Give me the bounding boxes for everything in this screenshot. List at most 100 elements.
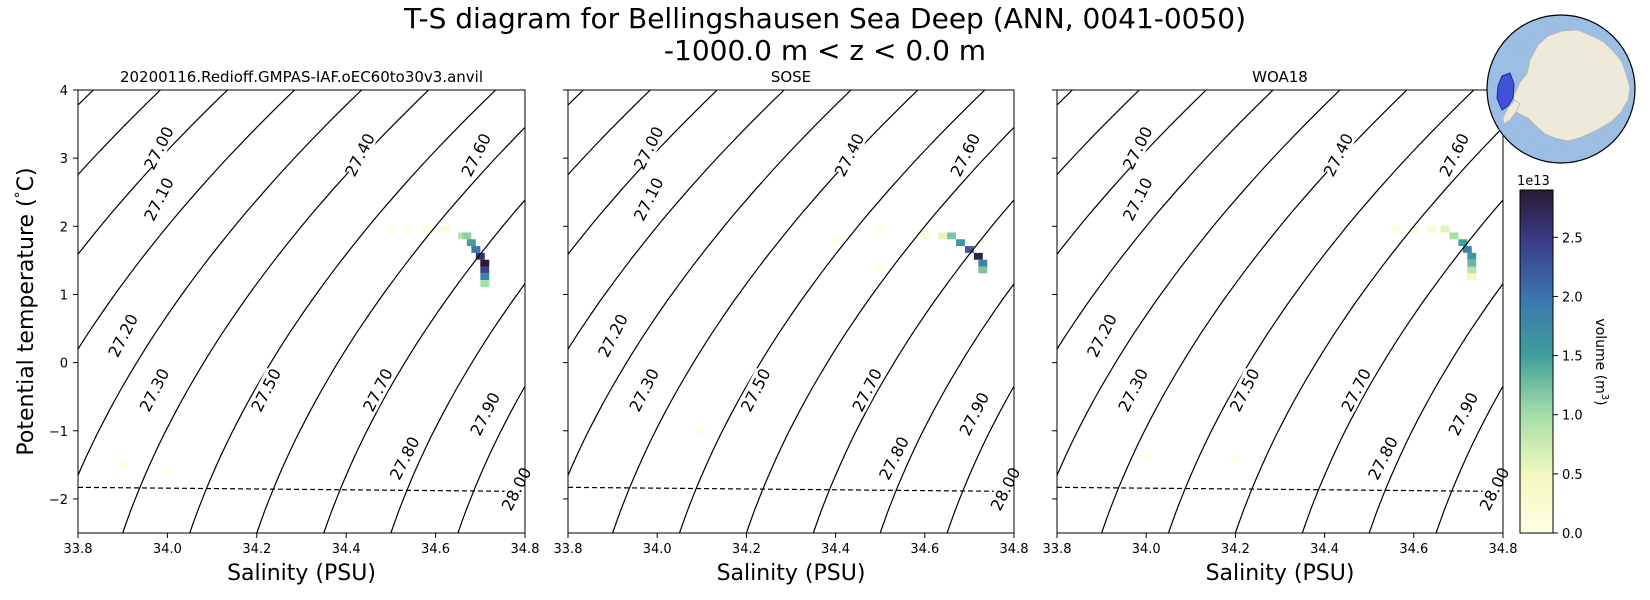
volume-bin <box>440 225 450 233</box>
x-tick-label: 34.0 <box>643 542 672 557</box>
volume-bin <box>978 266 988 274</box>
colorbar-tick-label: 2.5 <box>1562 231 1583 246</box>
isopycnal-line <box>568 90 785 351</box>
isopycnal-line <box>457 385 525 533</box>
volume-bin <box>1230 454 1240 462</box>
volume-histogram <box>118 225 490 476</box>
freezing-line <box>1056 486 1504 493</box>
isopycnal-line <box>1234 126 1503 533</box>
y-tick-label: 0 <box>60 357 68 372</box>
contour-label: 27.00 <box>1119 123 1157 172</box>
x-axis-label: Salinity (PSU) <box>227 561 376 586</box>
x-tick-label: 34.0 <box>1132 542 1161 557</box>
volume-bin <box>1440 225 1450 233</box>
antarctica-landmass <box>1511 29 1631 142</box>
isopycnal-line <box>1301 199 1503 533</box>
contour-label: 27.10 <box>1119 175 1157 224</box>
volume-bin <box>422 225 432 233</box>
x-tick-label: 34.6 <box>421 542 450 557</box>
y-tick-label: −2 <box>49 493 68 508</box>
volume-bin <box>480 259 490 267</box>
antarctic-peninsula <box>1502 99 1521 125</box>
contour-label: 27.90 <box>955 389 993 438</box>
isopycnal-line <box>1057 90 1140 176</box>
region-map-inset <box>1486 14 1636 164</box>
colorbar-tick-label: 0.5 <box>1562 468 1583 483</box>
isopycnal-line <box>122 90 430 533</box>
contour-label: 27.10 <box>140 175 178 224</box>
contour-label: 27.20 <box>594 311 632 360</box>
figure-subtitle: -1000.0 m < z < 0.0 m <box>663 34 987 67</box>
contour-label: 27.70 <box>848 365 886 414</box>
isopycnal-line <box>390 282 525 533</box>
density-contours <box>568 90 1014 533</box>
contour-label: 27.20 <box>1083 311 1121 360</box>
contour-label: 27.40 <box>341 130 379 179</box>
contour-label: 27.10 <box>630 175 668 224</box>
y-tick-label: −1 <box>49 425 68 440</box>
x-tick-label: 34.8 <box>1000 542 1029 557</box>
volume-bin <box>404 225 414 233</box>
contour-label: 27.80 <box>875 434 913 483</box>
y-tick-label: 3 <box>60 152 68 167</box>
isopycnal-line <box>323 199 525 533</box>
volume-bin <box>471 246 481 253</box>
contour-label: 27.30 <box>1114 365 1152 414</box>
volume-bin <box>1467 273 1477 281</box>
panel-title: 20200116.Redioff.GMPAS-IAF.oEC60to30v3.a… <box>120 68 483 86</box>
isopycnal-line <box>812 199 1014 533</box>
volume-bin <box>831 236 841 244</box>
volume-bin <box>973 252 983 260</box>
contour-label: 27.40 <box>831 130 869 179</box>
isopycnal-line <box>879 282 1014 533</box>
x-tick-label: 33.8 <box>1043 542 1072 557</box>
contour-label: 27.60 <box>946 130 984 179</box>
colorbar-exponent: 1e13 <box>1517 174 1550 189</box>
volume-bin <box>462 232 472 240</box>
contour-label: 27.80 <box>1364 434 1402 483</box>
volume-bin <box>1467 252 1477 260</box>
volume-bin <box>480 273 490 281</box>
contour-label: 27.50 <box>247 365 285 414</box>
contour-label: 27.40 <box>1320 130 1358 179</box>
isopycnal-line <box>1013 531 1014 533</box>
x-tick-label: 34.4 <box>1310 542 1339 557</box>
x-tick-label: 33.8 <box>64 542 93 557</box>
isopycnal-line <box>78 90 363 477</box>
contour-label: 27.60 <box>457 130 495 179</box>
isopycnal-line <box>1057 90 1207 256</box>
isopycnal-line <box>1167 90 1475 533</box>
density-contours <box>1057 90 1503 533</box>
volume-bin <box>118 461 128 469</box>
y-tick-label: 2 <box>60 220 68 235</box>
contour-label: 28.00 <box>987 464 1025 513</box>
isopycnal-line <box>1101 90 1408 533</box>
volume-bin <box>964 246 974 253</box>
colorbar-gradient <box>1519 189 1554 534</box>
volume-bin <box>480 266 490 274</box>
isopycnal-line <box>568 90 852 477</box>
volume-bin <box>947 232 957 240</box>
colorbar-label: volume (m3) <box>1592 318 1610 405</box>
panel-title: SOSE <box>771 68 811 86</box>
contour-label: 28.00 <box>498 464 536 513</box>
contour-label: 27.30 <box>136 365 174 414</box>
isopycnal-line <box>189 90 497 533</box>
x-tick-label: 33.8 <box>554 542 583 557</box>
contour-label: 27.90 <box>466 389 504 438</box>
volume-bin <box>697 427 707 435</box>
figure-title: T-S diagram for Bellingshausen Sea Deep … <box>403 2 1247 35</box>
x-tick-label: 34.6 <box>910 542 939 557</box>
volume-bin <box>875 263 885 271</box>
contour-label: 27.50 <box>737 365 775 414</box>
isopycnal-line <box>946 385 1014 533</box>
x-tick-label: 34.8 <box>511 542 540 557</box>
volume-bin <box>956 239 965 247</box>
volume-bin <box>1449 232 1459 240</box>
isopycnal-line <box>1435 385 1503 533</box>
volume-bin <box>1141 454 1151 462</box>
volume-bin <box>1462 246 1472 253</box>
isopycnal-line <box>678 90 986 533</box>
